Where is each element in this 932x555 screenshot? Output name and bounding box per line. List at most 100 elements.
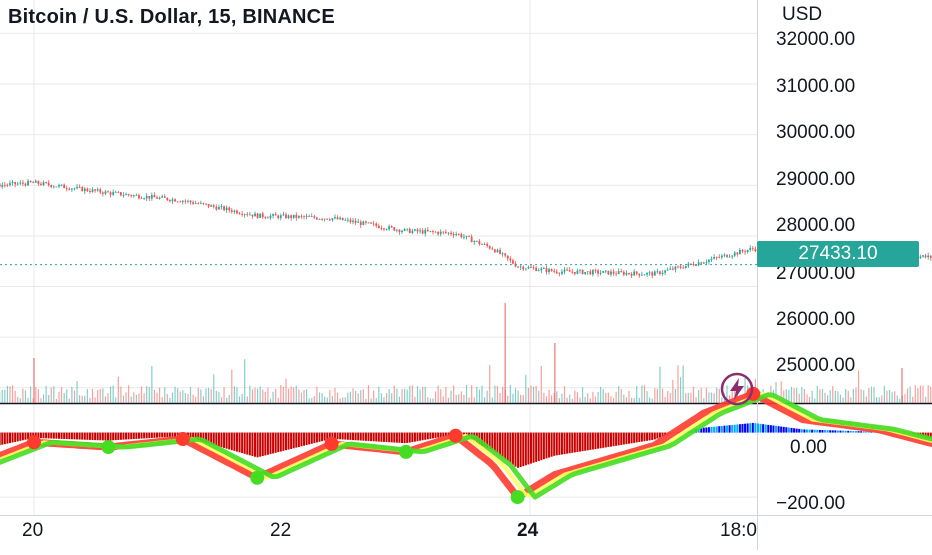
candle-body (659, 271, 661, 274)
volume-bar (172, 393, 173, 403)
oscillator-bar (435, 433, 437, 438)
volume-bar (690, 393, 691, 403)
candle-body (277, 216, 279, 219)
currency-label[interactable]: USD (782, 4, 822, 26)
volume-bar (528, 388, 529, 403)
candle-body (112, 192, 114, 195)
candle-body (151, 195, 153, 199)
volume-bar (830, 390, 831, 403)
oscillator-bar (153, 433, 155, 438)
oscillator-bar (406, 433, 408, 443)
price-scale-label: 25000.00 (776, 355, 855, 377)
candle-body (37, 181, 39, 184)
oscillator-bar (540, 433, 542, 461)
candle-body (718, 257, 720, 258)
volume-bar (291, 386, 292, 403)
oscillator-bar (262, 433, 264, 456)
volume-bar (561, 394, 562, 403)
candle-body (81, 187, 83, 191)
candle-body (700, 262, 702, 263)
volume-bar (677, 365, 678, 403)
oscillator-bar (809, 430, 811, 433)
candle-body (280, 215, 282, 218)
current-price-label: 27433.10 (757, 241, 919, 267)
candle-body (649, 272, 651, 273)
candle-body (528, 267, 530, 269)
candle-body (605, 271, 607, 272)
volume-bar (200, 389, 201, 403)
volume-bar (324, 397, 325, 403)
oscillator-bar (803, 429, 805, 432)
oscillator-bar (734, 425, 736, 433)
oscillator-bar (171, 433, 173, 437)
oscillator-bar (561, 433, 563, 455)
volume-bar (662, 389, 663, 403)
oscillator-bar (587, 433, 589, 451)
oscillator-bar (22, 433, 24, 441)
volume-bar (355, 391, 356, 403)
oscillator-bar (711, 427, 713, 433)
volume-bar (244, 359, 245, 403)
candle-body (324, 219, 326, 220)
oscillator-bar (839, 431, 841, 433)
oscillator-bar (747, 423, 749, 432)
oscillator-bar (765, 425, 767, 433)
volume-bar (195, 397, 196, 403)
candle-body (257, 214, 259, 218)
volume-bar (876, 397, 877, 403)
oscillator-bar (821, 430, 823, 433)
oscillator-bar (592, 433, 594, 450)
oscillator-bar (398, 433, 400, 443)
volume-bar (533, 387, 534, 403)
volume-bar (659, 367, 660, 403)
candle-body (339, 218, 341, 219)
volume-bar (512, 394, 513, 403)
oscillator-bar (164, 433, 166, 438)
oscillator-bar (780, 427, 782, 433)
candle-body (569, 270, 571, 271)
oscillator-bar (254, 433, 256, 457)
volume-bar (234, 386, 235, 403)
volume-bar (507, 396, 508, 403)
candle-body (164, 196, 166, 197)
oscillator-bar (502, 433, 504, 458)
volume-bar (842, 398, 843, 403)
candle-body (406, 229, 408, 230)
volume-bar (494, 385, 495, 403)
lightning-icon[interactable] (720, 372, 754, 406)
volume-bar (616, 392, 617, 403)
candle-body (698, 262, 700, 265)
volume-bar (605, 393, 606, 403)
oscillator-bar (574, 433, 576, 453)
volume-bar (53, 386, 54, 403)
oscillator-bar (437, 433, 439, 438)
volume-bar (386, 393, 387, 403)
candle-body (25, 184, 27, 186)
oscillator-bar (643, 433, 645, 442)
candle-body (27, 181, 29, 185)
candle-body (92, 189, 94, 192)
volume-bar (84, 396, 85, 403)
volume-bar (840, 395, 841, 403)
candle-body (370, 223, 372, 224)
candle-body (644, 275, 646, 276)
oscillator-bar (440, 433, 442, 437)
volume-bar (711, 393, 712, 403)
candle-body (515, 264, 517, 267)
oscillator-bar (757, 424, 759, 433)
volume-bar (899, 399, 900, 403)
oscillator-bar (749, 423, 751, 432)
volume-bar (27, 398, 28, 403)
volume-bar (450, 391, 451, 403)
candle-body (460, 234, 462, 237)
symbol-title[interactable]: Bitcoin / U.S. Dollar, 15, BINANCE (8, 6, 335, 29)
volume-bar (435, 391, 436, 403)
candle-body (587, 271, 589, 272)
candle-body (337, 217, 339, 219)
oscillator-sell-dot (325, 437, 339, 451)
oscillator-bar (43, 433, 45, 439)
volume-bar (554, 343, 556, 403)
candle-body (1, 185, 3, 187)
candle-body (74, 188, 76, 189)
candle-body (520, 267, 522, 268)
